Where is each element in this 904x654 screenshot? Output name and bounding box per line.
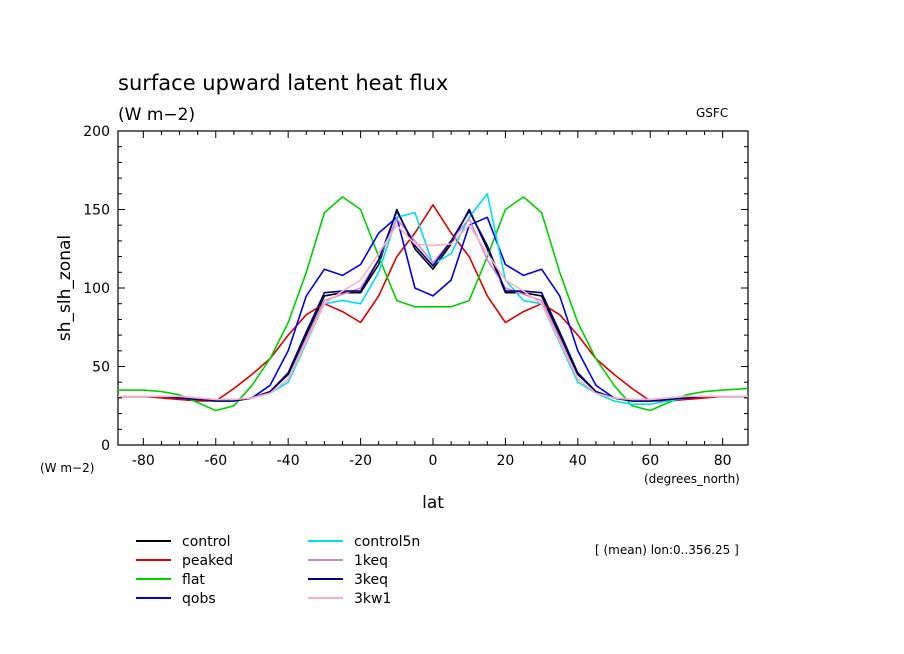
x-tick-label: -60 [204,453,227,469]
legend-label-flat: flat [182,572,205,588]
series-line-control [118,208,748,402]
y-tick-label: 100 [83,281,110,297]
x-tick-label: -80 [132,453,155,469]
series-line-flat [118,196,749,412]
y-unit-label: (W m−2) [40,461,94,475]
legend-label-qobs: qobs [182,591,216,607]
chart-title: surface upward latent heat flux [118,71,448,95]
y-tick-label: 0 [101,438,110,454]
chart-subtitle: (W m−2) [118,105,195,125]
legend: control peaked flat qobs control5n 1keq 3keq 3k… [136,534,420,607]
x-tick-label: 60 [641,453,659,469]
legend-label-control: control [182,534,231,550]
mean-longitude-note: [ (mean) lon:0..356.25 ] [595,543,739,557]
series-line-3keq [118,210,748,402]
legend-label-3kw1: 3kw1 [354,591,391,607]
source-label: GSFC [696,106,728,120]
series-line-control5n [118,193,748,406]
legend-label-1keq: 1keq [354,553,388,569]
series-line-3kw1 [118,224,748,401]
plot-frame [117,130,749,446]
x-tick-label: 0 [429,453,438,469]
y-axis-label: sh_slh_zonal [55,235,75,341]
y-tick-label: 150 [83,203,110,219]
legend-label-3keq: 3keq [354,572,388,588]
x-tick-label: -20 [349,453,372,469]
x-tick-label: -40 [277,453,300,469]
y-tick-label: 50 [92,360,110,376]
x-tick-label: 40 [569,453,587,469]
legend-label-peaked: peaked [182,553,233,569]
series-line-peaked [118,204,748,402]
y-tick-label: 200 [83,124,110,140]
plot-area: 0 50 100 150 200 -80 -60 -40 -20 0 20 40 60 80 [83,124,749,469]
x-axis-label: lat [422,493,444,513]
x-unit-label: (degrees_north) [644,472,740,486]
x-tick-label: 20 [496,453,514,469]
legend-label-control5n: control5n [354,534,420,550]
x-tick-label: 80 [714,453,732,469]
